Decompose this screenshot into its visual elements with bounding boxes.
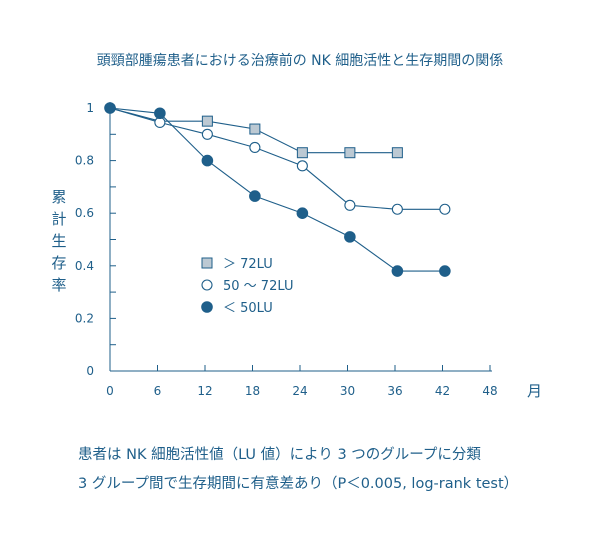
x-tick-label: 12 [197, 384, 212, 398]
x-tick-label: 48 [482, 384, 497, 398]
data-point-filled-circle [249, 190, 261, 202]
data-point-square [201, 115, 213, 127]
chart-axes: 0 0.2 0.4 0.6 0.8 1 0 6 12 18 24 30 36 42 48 [75, 101, 498, 398]
data-point-filled-circle [296, 207, 309, 219]
data-point-square [249, 123, 261, 135]
y-axis-label-char: 計 [51, 210, 67, 228]
x-tick-label: 24 [292, 384, 307, 398]
y-axis-label: 累 計 生 存 率 [48, 186, 70, 296]
data-point-open-circle [249, 141, 261, 153]
chart-legend: ＞ 72LU 50 ～ 72LU ＜ 50LU [201, 257, 293, 316]
data-point-filled-circle [439, 265, 451, 277]
footnote-grouping: 患者は NK 細胞活性値（LU 値）により 3 つのグループに分類 [78, 447, 481, 463]
x-tick-label: 18 [245, 384, 260, 398]
legend-label: ＜ 50LU [223, 301, 273, 316]
y-tick-label: 0.2 [75, 311, 94, 325]
data-point-open-circle [201, 279, 213, 291]
y-axis-label-char: 累 [51, 188, 67, 206]
data-point-filled-circle [154, 107, 166, 120]
series-line-1 [109, 107, 445, 210]
data-point-filled-circle [344, 231, 356, 243]
data-point-filled-circle [201, 301, 213, 313]
x-tick-label: 42 [435, 384, 450, 398]
y-tick-label: 1 [86, 101, 94, 115]
x-tick-label: 6 [154, 384, 162, 398]
data-point-square [201, 257, 213, 269]
y-tick-label: 0.6 [75, 206, 94, 220]
chart-series [104, 102, 451, 277]
y-axis-label-char: 存 [51, 254, 67, 272]
legend-label: ＞ 72LU [223, 257, 273, 272]
x-tick-label: 0 [106, 384, 114, 398]
data-point-open-circle [344, 199, 356, 211]
y-tick-label: 0 [86, 364, 94, 378]
data-point-open-circle [439, 203, 451, 215]
data-point-square [391, 147, 403, 159]
data-point-square [344, 147, 356, 159]
y-tick-label: 0.4 [75, 259, 94, 273]
data-point-filled-circle [201, 154, 214, 167]
data-point-filled-circle [104, 102, 116, 114]
data-point-square [296, 147, 308, 159]
data-point-open-circle [296, 160, 308, 172]
legend-label: 50 ～ 72LU [223, 279, 293, 294]
y-tick-label: 0.8 [75, 154, 94, 168]
data-point-filled-circle [391, 265, 404, 277]
data-point-open-circle [201, 128, 213, 140]
x-tick-label: 36 [387, 384, 402, 398]
y-axis-label-char: 生 [51, 232, 67, 250]
x-tick-label: 30 [340, 384, 355, 398]
data-point-open-circle [391, 203, 403, 215]
footnote-significance: 3 グループ間で生存期間に有意差あり（P＜0.005, log-rank tes… [78, 476, 519, 492]
series-line-2 [109, 107, 445, 272]
x-axis-unit-label: 月 [527, 382, 543, 400]
chart-title: 頭頸部腫瘍患者における治療前の NK 細胞活性と生存期間の関係 [96, 53, 504, 69]
y-axis-label-char: 率 [51, 276, 67, 294]
